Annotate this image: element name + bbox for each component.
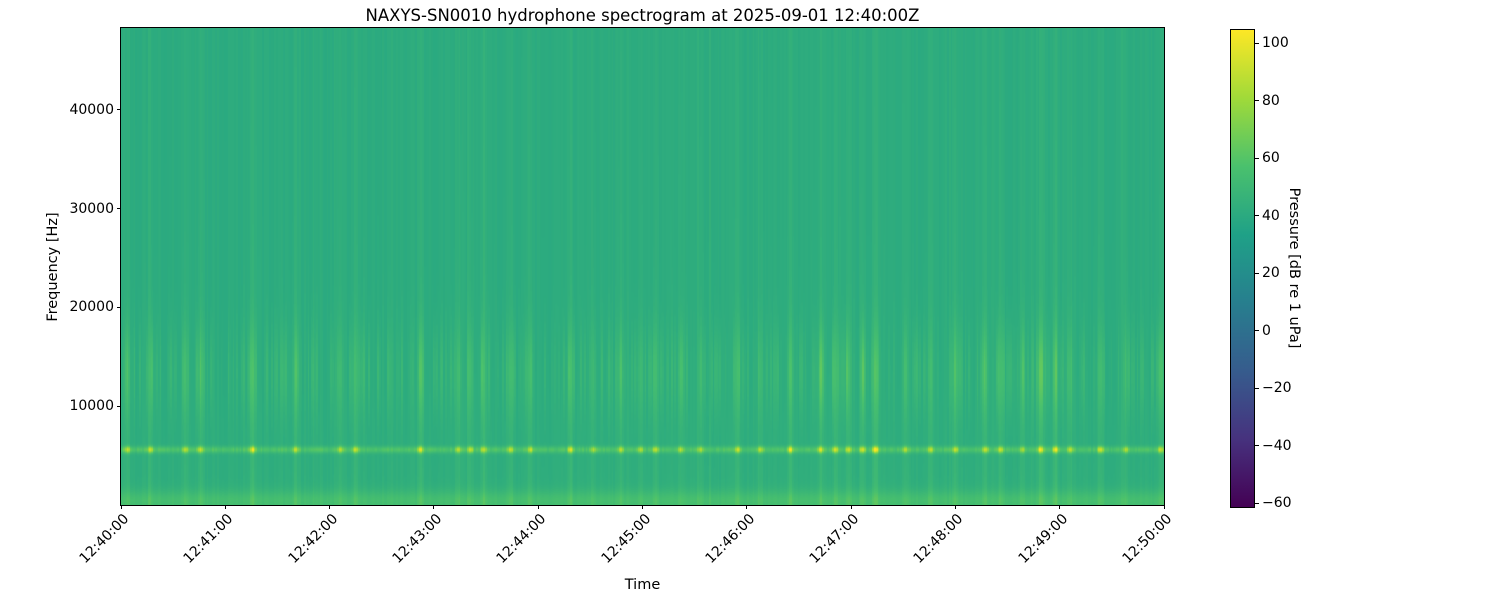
x-tick-mark <box>1163 505 1165 509</box>
x-tick-mark <box>746 505 748 509</box>
y-tick-label: 20000 <box>69 299 114 316</box>
colorbar-tick-mark <box>1255 445 1259 447</box>
x-tick-mark <box>850 505 852 509</box>
y-tick-mark <box>117 405 121 407</box>
colorbar-tick-mark <box>1255 100 1259 102</box>
x-tick-mark <box>1059 505 1061 509</box>
y-tick-mark <box>117 109 121 111</box>
x-axis-label: Time <box>624 577 661 593</box>
x-tick-mark <box>329 505 331 509</box>
spectrogram-canvas <box>121 28 1164 505</box>
x-tick-mark <box>537 505 539 509</box>
colorbar-tick-mark <box>1255 272 1259 274</box>
y-tick-label: 10000 <box>69 398 114 415</box>
x-tick-mark <box>642 505 643 509</box>
colorbar-tick-mark <box>1255 330 1259 332</box>
colorbar-tick-label: 80 <box>1262 92 1280 109</box>
colorbar-tick-label: 0 <box>1262 322 1271 339</box>
colorbar-tick-label: −20 <box>1262 380 1292 397</box>
y-tick-mark <box>117 306 121 308</box>
y-tick-mark <box>117 208 121 210</box>
x-tick-mark <box>433 505 435 509</box>
colorbar-tick-label: 40 <box>1262 207 1280 224</box>
colorbar-tick-mark <box>1255 387 1259 389</box>
plot-area <box>120 27 1165 506</box>
colorbar-tick-label: 100 <box>1262 35 1289 52</box>
x-tick-label: 12:40:00 <box>76 511 133 567</box>
colorbar-tick-label: −40 <box>1262 437 1292 454</box>
colorbar-tick-label: 60 <box>1262 150 1280 167</box>
colorbar-tick-mark <box>1255 157 1259 159</box>
colorbar <box>1230 29 1255 508</box>
colorbar-tick-label: 20 <box>1262 265 1280 282</box>
colorbar-tick-mark <box>1255 42 1259 44</box>
y-tick-label: 30000 <box>69 200 114 217</box>
colorbar-label: Pressure [dB re 1 uPa] <box>1286 187 1302 349</box>
x-tick-mark <box>954 505 956 509</box>
colorbar-tick-label: −60 <box>1262 495 1292 512</box>
y-tick-label: 40000 <box>69 101 114 118</box>
x-tick-mark <box>120 505 122 509</box>
colorbar-tick-mark <box>1255 502 1259 504</box>
chart-title: NAXYS-SN0010 hydrophone spectrogram at 2… <box>365 6 920 25</box>
x-tick-mark <box>224 505 226 509</box>
colorbar-tick-mark <box>1255 215 1259 217</box>
